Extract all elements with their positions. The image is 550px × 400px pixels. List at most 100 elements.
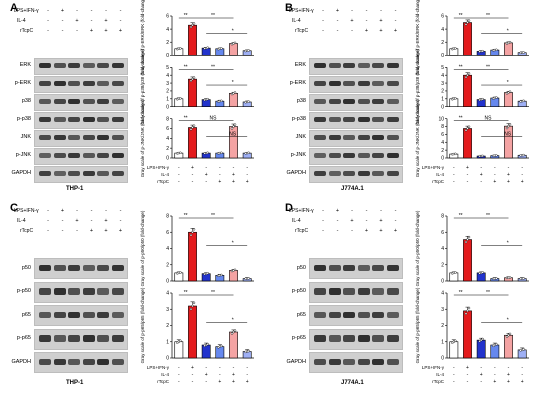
data-point [220,99,223,103]
bar [463,22,472,56]
blot-band [314,63,326,69]
chart-treatment-sign: - [192,379,194,385]
treatment-sign: - [336,218,339,224]
blot-band [53,264,66,272]
blot-band [111,153,124,159]
data-point [481,49,484,53]
blot-band [68,171,80,177]
blot-strip [34,130,128,147]
blot-band [328,335,341,342]
data-point [505,126,509,130]
data-point [454,271,457,274]
cell-line-label: THP-1 [66,379,84,386]
data-point [206,343,209,346]
y-tick-label: 6 [441,230,444,236]
treatment-label: LPS+IFN-γ [14,208,39,214]
blot-band [82,81,95,87]
treatment-sign: - [90,8,93,14]
treatment-sign: + [335,8,340,14]
treatment-sign: - [105,208,107,214]
treatment-sign: - [119,218,122,224]
chart-treatment-sign: - [233,165,235,171]
blot-label: p38 [296,98,306,105]
blot-band [82,288,95,295]
blot-strip [309,305,403,326]
blot-band [82,135,95,141]
y-tick-label: 1 [441,339,444,345]
data-point [466,238,469,241]
bar [476,272,486,282]
blot-band [39,135,51,141]
chart-treatment-label: rTcpC [157,179,170,184]
data-point [467,306,471,310]
y-tick-label: 4 [166,291,169,297]
bar [449,272,459,282]
chart-treatment-sign: + [246,179,249,185]
blot-band [357,153,370,159]
chart-treatment-sign: - [508,165,510,171]
chart-treatment-sign: - [178,165,180,171]
bar [174,272,184,282]
sig-label: ** [184,13,188,19]
chart-treatment-sign: + [466,165,469,171]
treatment-sign: - [394,208,397,214]
data-point [464,240,468,244]
blot-strip [34,112,128,129]
blot-band [111,99,124,105]
treatment-sign: - [90,208,93,214]
blot-band [314,81,326,87]
blot-band [97,99,109,105]
y-axis-label: Gray scale of p-p50/p50 (fold-change) [140,210,145,286]
blot-band [53,311,66,319]
blot-strip [34,352,128,373]
blot-strip [34,258,128,279]
sig-label: ** [184,290,188,296]
y-tick-label: 0 [166,53,169,59]
y-tick-label: 6 [166,14,169,20]
chart-treatment-sign: + [507,179,510,185]
chart-treatment-sign: + [232,372,235,378]
data-point [191,23,194,27]
blot-band [343,311,355,319]
sig-label: ** [486,213,490,219]
blot-band [372,264,384,272]
blot-band [111,135,124,141]
blot-band [53,288,66,295]
y-tick-label: 1 [166,97,169,103]
blot-band [386,288,399,295]
sig-label: * [507,80,509,86]
chart-treatment-sign: - [480,365,482,371]
blot-band [82,358,95,366]
treatment-sign: - [61,18,64,24]
treatment-label: LPS+IFN-γ [289,208,314,214]
blot-band [372,171,384,177]
treatment-sign: + [364,28,369,34]
y-tick-label: 2 [441,89,444,95]
treatment-sign: - [90,18,93,24]
treatment-sign: - [76,228,78,234]
y-tick-label: 2 [166,323,169,329]
chart-treatment-sign: - [453,379,455,385]
y-tick-label: 0 [166,279,169,285]
treatment-sign: + [335,208,340,214]
data-point [191,304,194,308]
bar [476,339,486,359]
blot-band [68,117,80,123]
chart-treatment-sign: + [232,172,235,178]
chart-treatment-sign: - [192,179,194,185]
treatment-sign: - [322,228,324,234]
blot-band [68,358,80,366]
data-point [192,76,196,79]
y-tick-label: 2 [441,323,444,329]
chart-treatment-sign: - [467,172,469,178]
cell-line-label: J774A.1 [341,186,364,192]
blot-band [111,288,124,295]
data-point [247,277,250,280]
data-point [522,153,525,157]
blot-band [68,135,80,141]
sig-label: NS [210,116,218,122]
data-point [220,273,223,277]
chart-treatment-sign: - [494,172,496,178]
treatment-sign: - [61,228,64,234]
cell-line-label: J774A.1 [341,379,364,386]
